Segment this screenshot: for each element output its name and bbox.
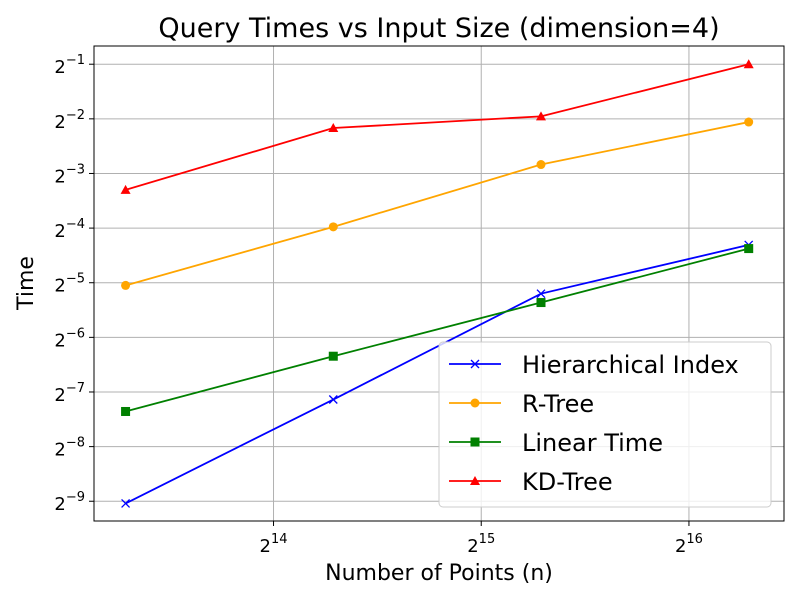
data-point — [470, 437, 480, 447]
plot-frame — [93, 45, 785, 522]
legend-entry: KD-Tree — [449, 468, 613, 496]
y-tick-label: 2−8 — [54, 436, 85, 461]
y-axis-label: Time — [14, 256, 39, 311]
legend-label: Hierarchical Index — [522, 351, 739, 379]
data-point — [121, 280, 131, 290]
x-tick-label: 215 — [467, 532, 495, 557]
data-point — [121, 498, 131, 508]
y-tick-label: 2−3 — [54, 162, 85, 187]
legend-label: R-Tree — [522, 390, 594, 418]
x-tick-label: 214 — [260, 532, 288, 557]
y-tick-label: 2−1 — [54, 53, 85, 78]
data-point — [470, 359, 480, 369]
legend-entry: Hierarchical Index — [449, 351, 739, 379]
y-tick-label: 2−4 — [54, 217, 85, 242]
plot-series — [120, 59, 754, 508]
y-tick-label: 2−9 — [54, 490, 85, 515]
data-point — [536, 160, 546, 170]
series-line — [125, 121, 749, 287]
data-point — [328, 395, 338, 404]
data-point — [536, 289, 546, 299]
data-point — [535, 111, 546, 121]
data-point — [470, 476, 480, 485]
y-tick-label: 2−5 — [54, 272, 85, 297]
legend-box — [438, 341, 772, 508]
data-point — [743, 59, 754, 69]
data-point — [744, 244, 754, 254]
series-r-tree — [121, 117, 754, 290]
axis-ticks: 214 215 216 2−9 2−8 2−7 2−6 2−5 2−4 2−3 2−2 2−1 — [54, 53, 703, 557]
data-point — [121, 406, 131, 416]
series-line — [125, 247, 749, 413]
legend-entry: Linear Time — [449, 429, 663, 457]
y-tick-label: 2−7 — [54, 381, 85, 406]
legend: Hierarchical Index R-Tree Linear Time KD-Tr… — [438, 341, 772, 508]
series-line — [125, 63, 749, 191]
legend-entry: R-Tree — [449, 390, 594, 418]
data-point — [328, 123, 339, 133]
legend-label: KD-Tree — [522, 468, 613, 496]
legend-label: Linear Time — [522, 429, 663, 457]
y-tick-label: 2−2 — [54, 108, 85, 133]
chart-title: Query Times vs Input Size (dimension=4) — [158, 13, 719, 44]
data-point — [536, 298, 546, 308]
data-point — [744, 117, 754, 127]
series-linear-time — [121, 244, 754, 416]
y-tick-label: 2−6 — [54, 326, 85, 351]
data-point — [470, 398, 480, 408]
series-line — [125, 244, 749, 505]
series-kd-tree — [120, 59, 754, 194]
x-axis-label: Number of Points (n) — [325, 561, 553, 586]
data-point — [120, 184, 131, 194]
data-point — [328, 222, 338, 232]
data-point — [328, 351, 338, 361]
x-tick-label: 216 — [675, 532, 703, 557]
